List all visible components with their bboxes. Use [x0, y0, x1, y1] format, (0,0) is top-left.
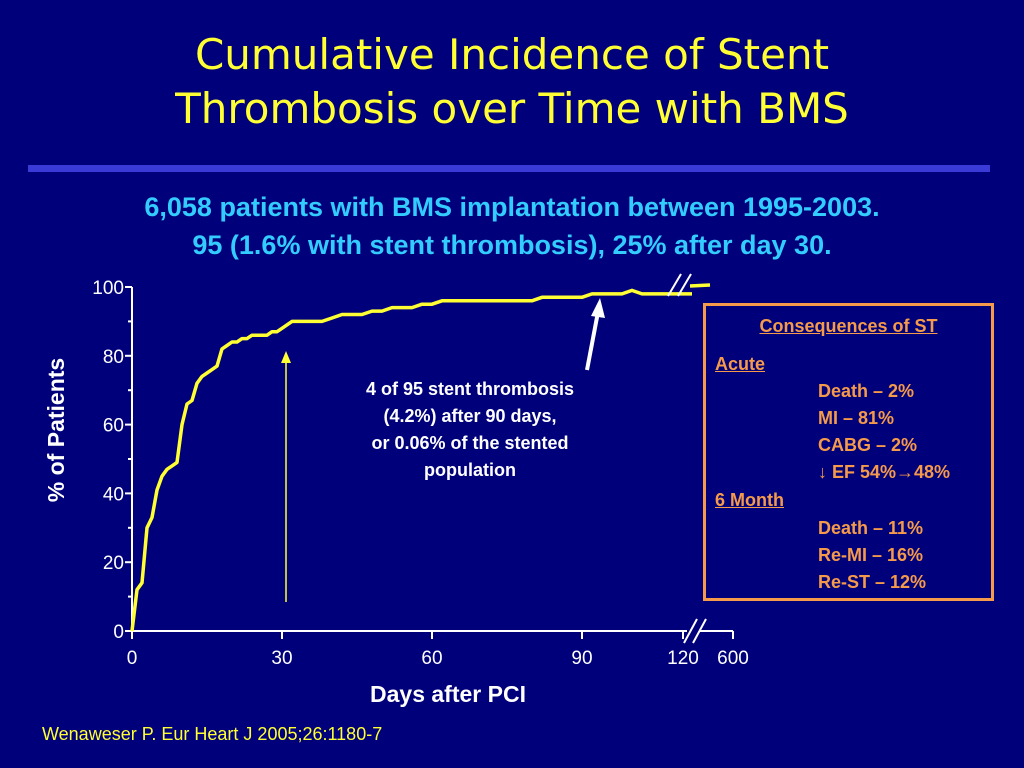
y-tick-label: 20 [103, 553, 124, 574]
x-tick-label: 30 [271, 648, 292, 669]
curve-break-mark [677, 273, 692, 297]
y-tick-label: 0 [113, 622, 124, 643]
x-axis-label: Days after PCI [370, 681, 526, 707]
month6-item: Death – 11% [818, 518, 924, 538]
chart-arrows [281, 298, 605, 602]
acute-item: MI – 81% [818, 408, 895, 428]
curve-continuation [689, 283, 711, 288]
annotation-line-3: or 0.06% of the stented [371, 433, 569, 453]
month6-item: Re-ST – 12% [818, 572, 927, 592]
y-tick-label: 40 [103, 484, 124, 505]
title-divider [28, 165, 990, 172]
x-tick-label: 120 [667, 648, 699, 669]
y-tick-label: 80 [103, 347, 124, 368]
slide-subtitle: 6,058 patients with BMS implantation bet… [0, 188, 1024, 264]
title-line-1: Cumulative Incidence of Stent [194, 30, 830, 79]
x-tick-label: 0 [127, 648, 138, 669]
subtitle-line-1: 6,058 patients with BMS implantation bet… [144, 192, 880, 222]
acute-item: CABG – 2% [818, 435, 918, 455]
annotation-arrow-shaft [585, 311, 600, 371]
cumulative-incidence-line [130, 288, 692, 632]
chart-ticks: 0 20 40 60 80 100 0 30 60 90 120 600 [92, 278, 749, 669]
citation: Wenaweser P. Eur Heart J 2005;26:1180-7 [42, 724, 383, 744]
acute-item: Death – 2% [818, 381, 915, 401]
y-tick-label: 100 [92, 278, 124, 299]
chart-annotation: 4 of 95 stent thrombosis (4.2%) after 90… [330, 376, 610, 484]
month6-item: Re-MI – 16% [818, 545, 924, 565]
title-line-2: Thrombosis over Time with BMS [175, 84, 849, 133]
annotation-line-4: population [424, 460, 516, 480]
thin-arrow-head [281, 351, 291, 363]
slide-title: Cumulative Incidence of Stent Thrombosis… [0, 28, 1024, 136]
consequences-title: Consequences of ST [759, 316, 938, 336]
consequences-box: Consequences of ST Acute Death – 2% MI –… [703, 303, 994, 601]
chart-series [130, 273, 711, 632]
month6-label: 6 Month [715, 490, 784, 510]
axis-break-mark [683, 618, 698, 644]
axis-break-mark [692, 618, 707, 644]
y-tick-label: 60 [103, 416, 124, 437]
y-axis-label: % of Patients [43, 358, 69, 502]
x-tick-label: 90 [571, 648, 592, 669]
annotation-arrow-head [591, 298, 605, 318]
curve-break-mark [667, 273, 682, 297]
acute-label: Acute [715, 354, 766, 374]
subtitle-line-2: 95 (1.6% with stent thrombosis), 25% aft… [192, 230, 832, 260]
annotation-line-1: 4 of 95 stent thrombosis [365, 379, 575, 399]
x-tick-label: 60 [421, 648, 442, 669]
x-tick-label: 600 [717, 648, 749, 669]
annotation-line-2: (4.2%) after 90 days, [383, 406, 557, 426]
acute-item: ↓ EF 54%→48% [818, 462, 951, 482]
